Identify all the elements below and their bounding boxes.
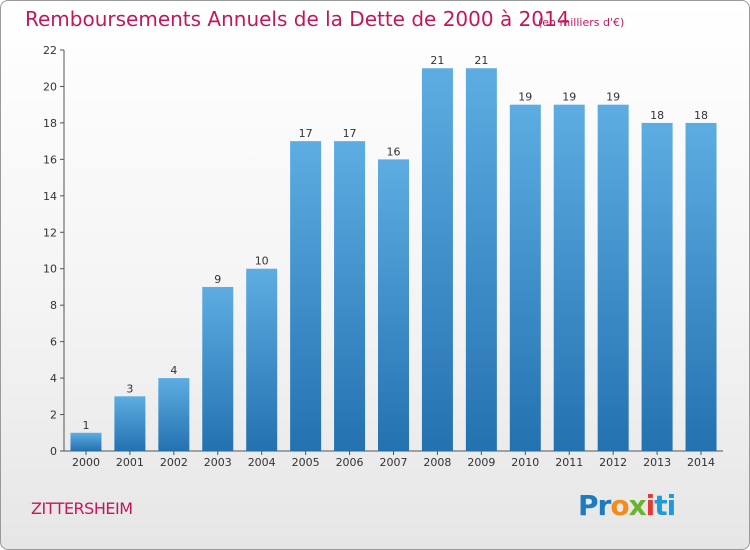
bars — [70, 68, 717, 452]
bar-value-label: 17 — [299, 127, 313, 140]
bar-value-label: 21 — [430, 54, 444, 67]
y-tick-label: 18 — [43, 117, 57, 130]
y-tick-label: 0 — [50, 445, 57, 458]
y-tick-label: 22 — [43, 44, 57, 57]
bar — [290, 141, 322, 452]
y-tick-label: 10 — [43, 263, 57, 276]
y-tick-label: 2 — [50, 409, 57, 422]
y-tick-label: 12 — [43, 226, 57, 239]
bar-value-label: 1 — [82, 419, 89, 432]
proxiti-logo[interactable]: Proxiti — [578, 489, 676, 522]
x-tick-label: 2002 — [160, 456, 188, 469]
y-axis: 0 2 4 6 8 10 12 14 16 18 20 22 — [43, 44, 65, 458]
logo-part: i — [645, 489, 656, 522]
bar — [421, 68, 453, 452]
bar — [334, 141, 366, 452]
y-tick-label: 8 — [50, 299, 57, 312]
commune-name: ZITTERSHEIM — [31, 499, 133, 518]
x-tick-label: 2013 — [643, 456, 671, 469]
bar — [553, 104, 585, 451]
bar-value-label: 17 — [343, 127, 357, 140]
x-tick-label: 2014 — [687, 456, 715, 469]
logo-part: Pr — [578, 489, 611, 522]
bar — [202, 286, 234, 451]
x-tick-label: 2009 — [467, 456, 495, 469]
bar-value-label: 19 — [518, 91, 532, 104]
chart-unit-note: (en milliers d'€) — [538, 16, 625, 29]
bar-value-label: 10 — [255, 255, 269, 268]
bar-value-label: 16 — [387, 145, 401, 158]
x-tick-label: 2001 — [116, 456, 144, 469]
bar — [378, 159, 409, 451]
bar — [597, 104, 629, 451]
x-tick-label: 2011 — [555, 456, 583, 469]
x-tick-label: 2010 — [511, 456, 539, 469]
x-tick-label: 2006 — [336, 456, 364, 469]
bar — [685, 122, 717, 451]
x-tick-label: 2005 — [292, 456, 320, 469]
bar — [70, 432, 102, 451]
bar-value-label: 21 — [474, 54, 488, 67]
y-tick-label: 4 — [50, 372, 57, 385]
logo-part: o — [610, 489, 629, 522]
chart-title: Remboursements Annuels de la Dette de 20… — [25, 7, 570, 31]
bar-value-label: 19 — [562, 91, 576, 104]
x-tick-label: 2007 — [380, 456, 408, 469]
bar-value-label: 18 — [694, 109, 708, 122]
x-tick-label: 2004 — [248, 456, 276, 469]
y-tick-label: 6 — [50, 336, 57, 349]
y-tick-label: 20 — [43, 80, 57, 93]
x-tick-label: 2012 — [599, 456, 627, 469]
x-tick-label: 2000 — [72, 456, 100, 469]
value-labels: 1 3 4 9 10 17 17 16 21 21 19 19 19 18 18 — [82, 54, 708, 432]
bar-value-label: 19 — [606, 91, 620, 104]
bar-value-label: 4 — [170, 364, 177, 377]
x-tick-label: 2008 — [423, 456, 451, 469]
bar — [246, 268, 278, 451]
bar — [158, 378, 190, 451]
bar — [465, 68, 497, 452]
x-axis: 2000 2001 2002 2003 2004 2005 2006 2007 2008 2009… — [64, 450, 723, 469]
x-tick-label: 2003 — [204, 456, 232, 469]
bar-value-label: 3 — [126, 382, 133, 395]
bar-value-label: 9 — [214, 273, 221, 286]
bar — [641, 122, 673, 451]
bar — [509, 104, 541, 451]
bar — [114, 396, 146, 451]
bar-value-label: 18 — [650, 109, 664, 122]
logo-part: ti — [654, 489, 676, 522]
y-tick-label: 14 — [43, 190, 57, 203]
y-tick-label: 16 — [43, 153, 57, 166]
logo-part: x — [628, 489, 647, 522]
